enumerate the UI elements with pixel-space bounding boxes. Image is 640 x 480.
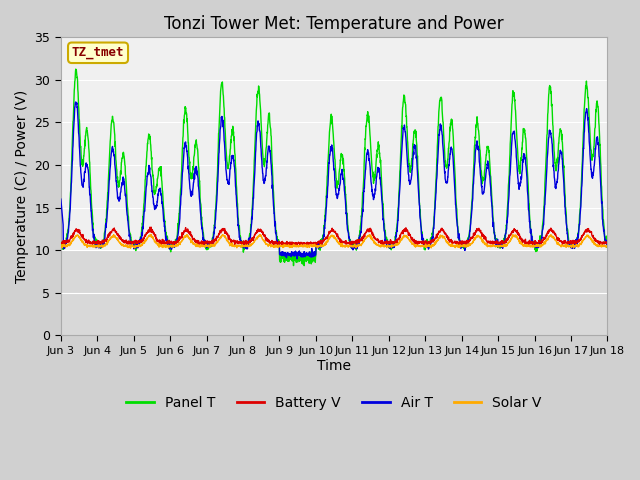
Bar bbox=[61, 250, 607, 336]
Title: Tonzi Tower Met: Temperature and Power: Tonzi Tower Met: Temperature and Power bbox=[164, 15, 504, 33]
Legend: Panel T, Battery V, Air T, Solar V: Panel T, Battery V, Air T, Solar V bbox=[121, 390, 547, 415]
X-axis label: Time: Time bbox=[317, 359, 351, 372]
Text: TZ_tmet: TZ_tmet bbox=[72, 46, 124, 59]
Y-axis label: Temperature (C) / Power (V): Temperature (C) / Power (V) bbox=[15, 90, 29, 283]
